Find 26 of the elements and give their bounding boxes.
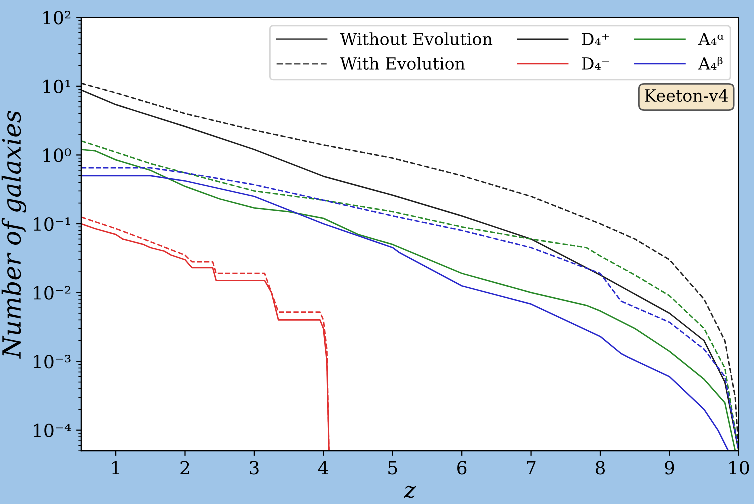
legend-label: A₄ᵝ — [698, 57, 723, 70]
y-tick-label: 10⁰ — [44, 148, 72, 162]
y-tick-label: 10⁻³ — [34, 355, 71, 369]
x-tick-label: 9 — [665, 461, 674, 475]
y-tick-label: 10¹ — [44, 80, 70, 94]
legend-label: D₄⁺ — [582, 33, 610, 46]
x-tick-label: 3 — [250, 461, 259, 475]
annotation: Keeton-v4 — [645, 89, 728, 102]
x-tick-label: 6 — [458, 461, 467, 475]
x-tick-label: 2 — [180, 461, 190, 475]
annotation: Without Evolution — [340, 32, 493, 46]
y-tick-label: 10⁻¹ — [34, 217, 70, 232]
x-tick-label: 5 — [388, 461, 398, 475]
y-tick-label: 10⁻⁴ — [34, 424, 72, 438]
y-tick-label: 10⁻² — [34, 286, 71, 300]
x-tick-label: 8 — [596, 461, 606, 475]
x-tick-label: 7 — [527, 461, 536, 475]
legend-label: A₄ᵅ — [698, 33, 724, 46]
x-tick-label: 1 — [112, 461, 120, 475]
x-tick-label: 4 — [318, 461, 328, 475]
y-tick-label: 10² — [44, 11, 71, 25]
y-axis-title: Number of galaxies — [2, 111, 26, 359]
x-tick-label: 10 — [730, 461, 750, 475]
annotation: With Evolution — [340, 57, 466, 70]
x-axis-title: z — [404, 486, 416, 499]
legend-label: D₄⁻ — [582, 58, 610, 70]
